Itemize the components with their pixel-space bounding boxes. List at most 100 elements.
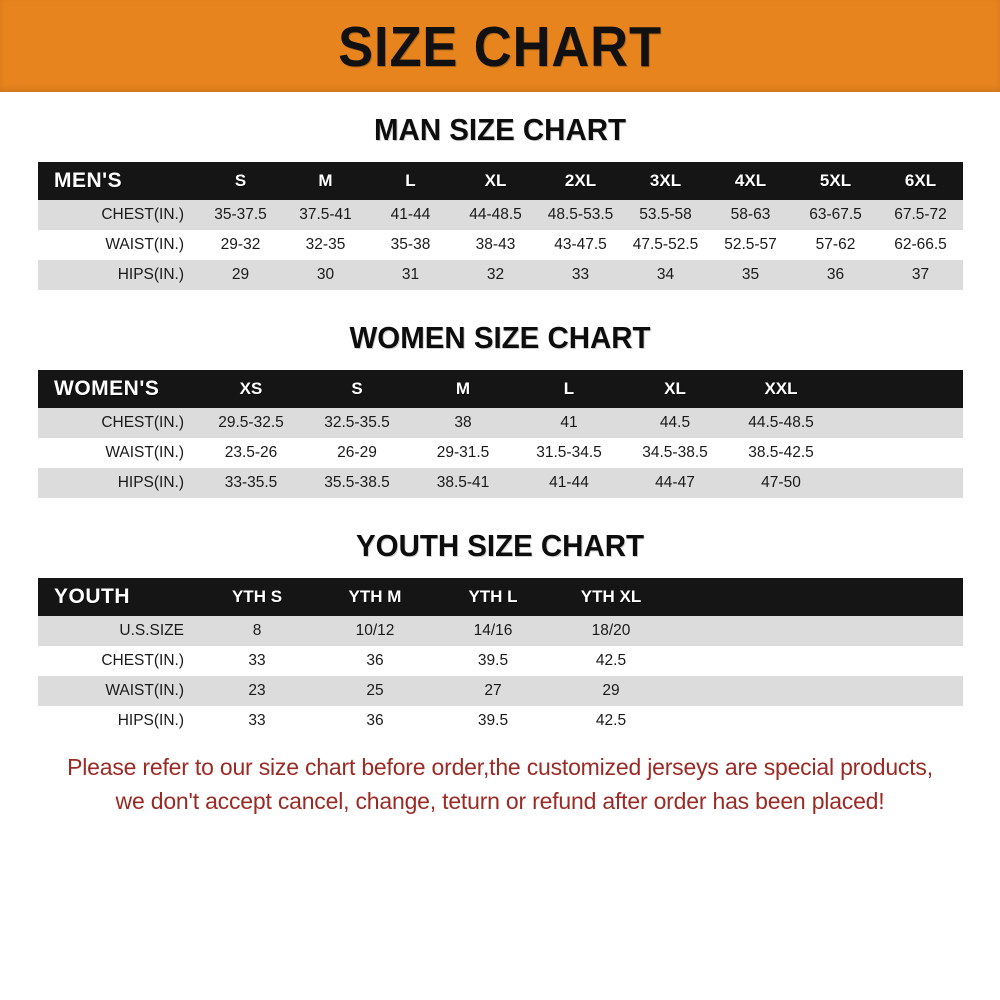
cell-man-2-3: 32 (453, 260, 538, 290)
cell-women-2-2: 38.5-41 (410, 468, 516, 498)
cell-man-1-3: 38-43 (453, 230, 538, 260)
section-man: MAN SIZE CHART MEN'S S M L XL 2XL 3XL 4XL 5XL 6XL… (0, 112, 1000, 290)
cell-women-1-2: 29-31.5 (410, 438, 516, 468)
table-header-row-man: MEN'S S M L XL 2XL 3XL 4XL 5XL 6XL (38, 162, 963, 200)
cell-man-1-7: 57-62 (793, 230, 878, 260)
cell-women-1-0: 23.5-26 (198, 438, 304, 468)
column-header-man-5: 3XL (623, 162, 708, 200)
cell-man-1-4: 43-47.5 (538, 230, 623, 260)
cell-youth-3-2: 39.5 (434, 706, 552, 736)
cell-youth-0-1: 10/12 (316, 616, 434, 646)
cell-youth-2-2: 27 (434, 676, 552, 706)
cell-man-0-3: 44-48.5 (453, 200, 538, 230)
cell-women-0-5: 44.5-48.5 (728, 408, 834, 438)
cell-man-1-5: 47.5-52.5 (623, 230, 708, 260)
cell-man-0-4: 48.5-53.5 (538, 200, 623, 230)
cell-youth-1-1: 36 (316, 646, 434, 676)
cell-man-2-2: 31 (368, 260, 453, 290)
section-title-youth: YOUTH SIZE CHART (356, 528, 644, 563)
table-header-label-women: WOMEN'S (38, 370, 198, 408)
table-wrap-youth: YOUTH YTH S YTH M YTH L YTH XL U.S.SIZE 8 10/12… (38, 578, 963, 736)
cell-youth-1-2: 39.5 (434, 646, 552, 676)
table-row: CHEST(IN.) 35-37.5 37.5-41 41-44 44-48.5 48.5… (38, 200, 963, 230)
cell-youth-0-0: 8 (198, 616, 316, 646)
column-header-spacer-youth (670, 578, 963, 616)
column-header-youth-0: YTH S (198, 578, 316, 616)
table-row: CHEST(IN.) 33 36 39.5 42.5 (38, 646, 963, 676)
column-header-women-4: XL (622, 370, 728, 408)
column-header-man-6: 4XL (708, 162, 793, 200)
cell-women-2-5: 47-50 (728, 468, 834, 498)
column-header-spacer-women (834, 370, 963, 408)
cell-spacer-youth-0 (670, 616, 963, 646)
cell-man-1-8: 62-66.5 (878, 230, 963, 260)
cell-man-2-8: 37 (878, 260, 963, 290)
row-label-women-1: WAIST(IN.) (38, 438, 198, 468)
cell-man-0-0: 35-37.5 (198, 200, 283, 230)
cell-man-0-7: 63-67.5 (793, 200, 878, 230)
cell-women-1-5: 38.5-42.5 (728, 438, 834, 468)
row-label-man-0: CHEST(IN.) (38, 200, 198, 230)
cell-youth-1-3: 42.5 (552, 646, 670, 676)
table-row: CHEST(IN.) 29.5-32.5 32.5-35.5 38 41 44.5 44.5… (38, 408, 963, 438)
footer-disclaimer: Please refer to our size chart before or… (0, 750, 1000, 818)
column-header-man-8: 6XL (878, 162, 963, 200)
cell-spacer-women-0 (834, 408, 963, 438)
table-header-row-youth: YOUTH YTH S YTH M YTH L YTH XL (38, 578, 963, 616)
cell-women-2-4: 44-47 (622, 468, 728, 498)
cell-women-0-1: 32.5-35.5 (304, 408, 410, 438)
cell-man-1-2: 35-38 (368, 230, 453, 260)
section-title-man: MAN SIZE CHART (374, 112, 626, 147)
cell-women-0-3: 41 (516, 408, 622, 438)
table-row: WAIST(IN.) 23 25 27 29 (38, 676, 963, 706)
cell-man-2-7: 36 (793, 260, 878, 290)
row-label-man-2: HIPS(IN.) (38, 260, 198, 290)
row-label-man-1: WAIST(IN.) (38, 230, 198, 260)
table-row: HIPS(IN.) 33 36 39.5 42.5 (38, 706, 963, 736)
cell-youth-3-3: 42.5 (552, 706, 670, 736)
cell-man-0-1: 37.5-41 (283, 200, 368, 230)
column-header-man-4: 2XL (538, 162, 623, 200)
cell-man-1-1: 32-35 (283, 230, 368, 260)
section-women: WOMEN SIZE CHART WOMEN'S XS S M L XL XXL CHEST(… (0, 320, 1000, 498)
column-header-women-5: XXL (728, 370, 834, 408)
column-header-man-7: 5XL (793, 162, 878, 200)
column-header-man-1: M (283, 162, 368, 200)
cell-man-2-1: 30 (283, 260, 368, 290)
cell-man-1-0: 29-32 (198, 230, 283, 260)
row-label-youth-3: HIPS(IN.) (38, 706, 198, 736)
footer-line-1: Please refer to our size chart before or… (67, 754, 933, 780)
page-banner: SIZE CHART (0, 0, 1000, 92)
column-header-man-0: S (198, 162, 283, 200)
cell-youth-2-1: 25 (316, 676, 434, 706)
table-row: U.S.SIZE 8 10/12 14/16 18/20 (38, 616, 963, 646)
cell-spacer-women-1 (834, 438, 963, 468)
cell-man-2-6: 35 (708, 260, 793, 290)
column-header-man-3: XL (453, 162, 538, 200)
row-label-women-0: CHEST(IN.) (38, 408, 198, 438)
cell-man-2-5: 34 (623, 260, 708, 290)
table-wrap-man: MEN'S S M L XL 2XL 3XL 4XL 5XL 6XL CHEST(IN.) 35-37… (38, 162, 963, 290)
page-title: SIZE CHART (338, 14, 662, 79)
cell-women-0-2: 38 (410, 408, 516, 438)
section-youth: YOUTH SIZE CHART YOUTH YTH S YTH M YTH L YTH… (0, 528, 1000, 736)
cell-youth-2-0: 23 (198, 676, 316, 706)
cell-women-2-1: 35.5-38.5 (304, 468, 410, 498)
column-header-women-3: L (516, 370, 622, 408)
row-label-youth-0: U.S.SIZE (38, 616, 198, 646)
row-label-women-2: HIPS(IN.) (38, 468, 198, 498)
table-row: WAIST(IN.) 29-32 32-35 35-38 38-43 43-47.5 47.… (38, 230, 963, 260)
cell-man-2-4: 33 (538, 260, 623, 290)
cell-spacer-youth-2 (670, 676, 963, 706)
cell-spacer-youth-1 (670, 646, 963, 676)
table-row: HIPS(IN.) 33-35.5 35.5-38.5 38.5-41 41-44 44-… (38, 468, 963, 498)
column-header-man-2: L (368, 162, 453, 200)
cell-women-2-3: 41-44 (516, 468, 622, 498)
cell-women-1-3: 31.5-34.5 (516, 438, 622, 468)
cell-man-0-5: 53.5-58 (623, 200, 708, 230)
cell-women-0-0: 29.5-32.5 (198, 408, 304, 438)
cell-youth-0-3: 18/20 (552, 616, 670, 646)
cell-youth-2-3: 29 (552, 676, 670, 706)
cell-man-0-6: 58-63 (708, 200, 793, 230)
